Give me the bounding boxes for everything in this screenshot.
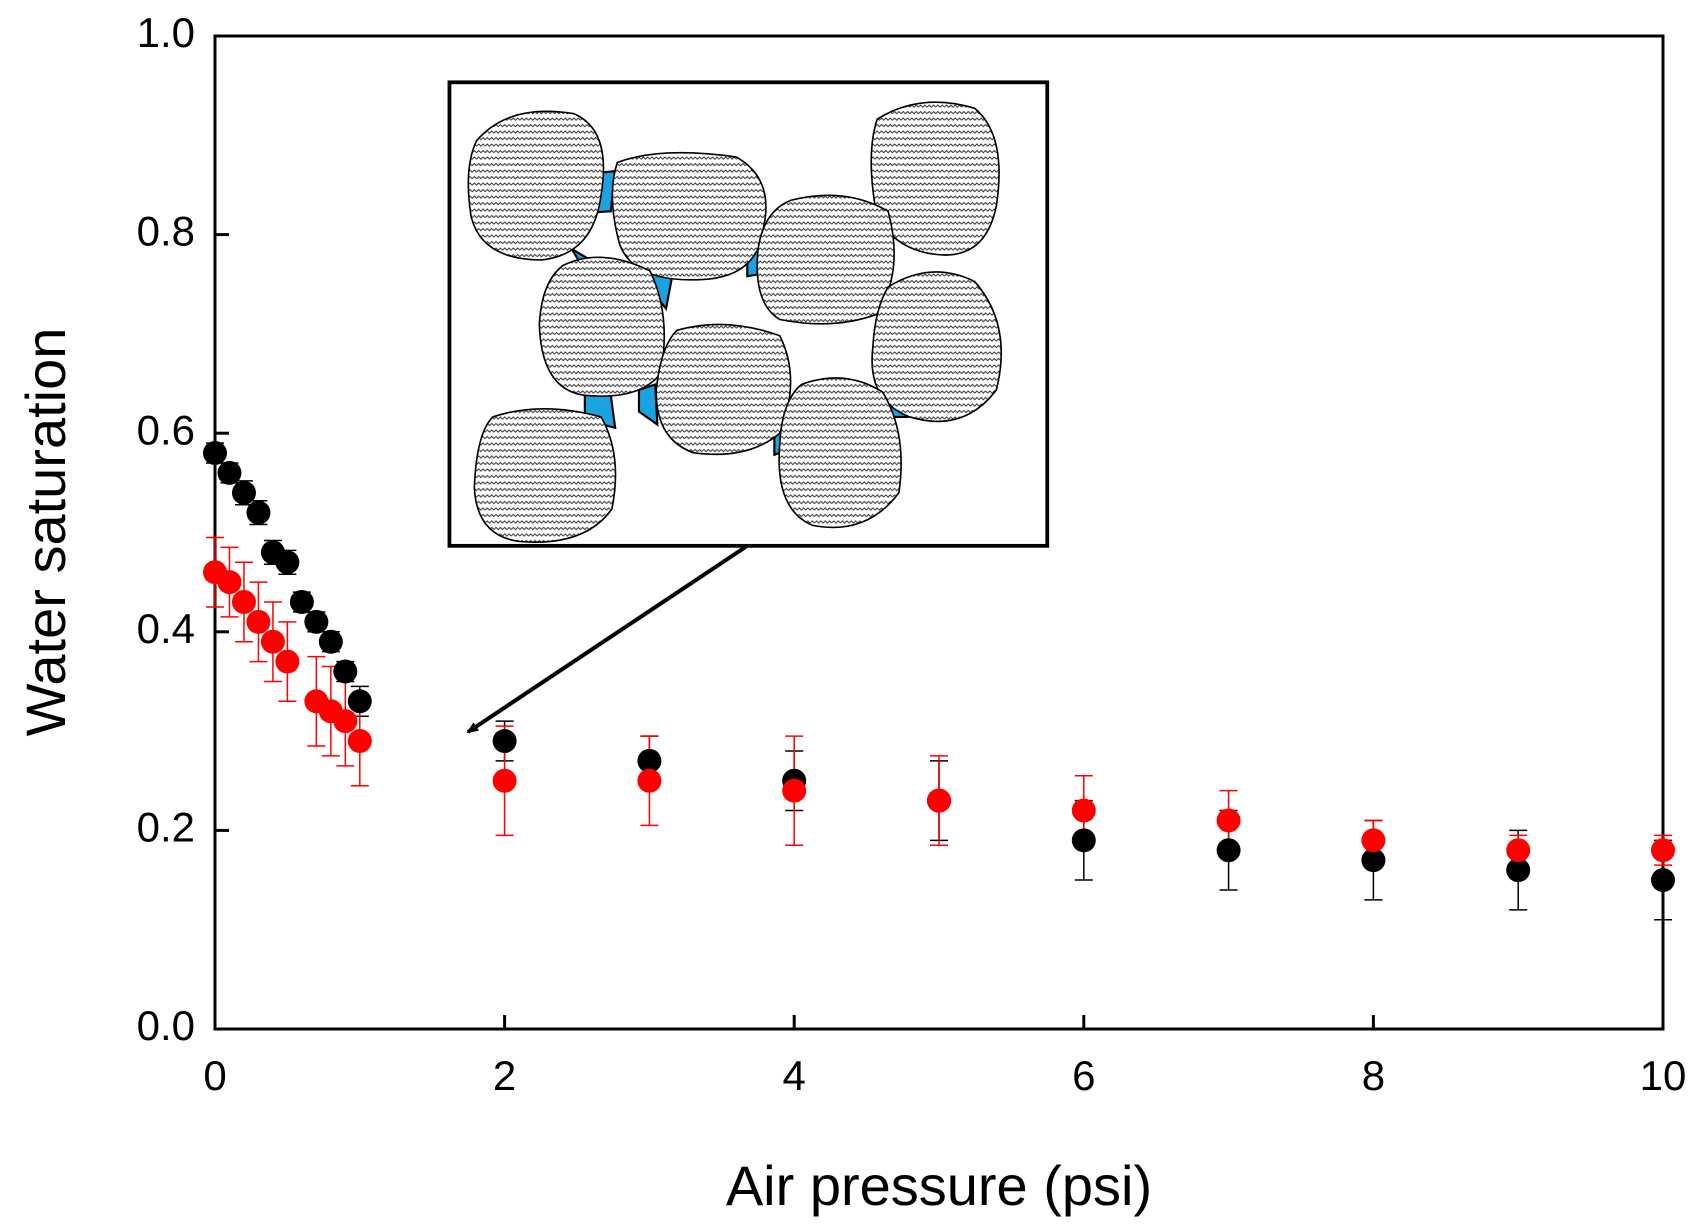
- point: [1071, 828, 1096, 853]
- point: [333, 709, 358, 734]
- point: [260, 629, 285, 654]
- point: [1216, 808, 1241, 833]
- point: [1506, 858, 1531, 883]
- point: [246, 500, 271, 525]
- point: [231, 590, 256, 615]
- point: [637, 768, 662, 793]
- point: [347, 689, 372, 714]
- y-tick-label: 1.0: [137, 9, 195, 56]
- point: [203, 441, 227, 466]
- x-tick-label: 10: [1640, 1052, 1687, 1099]
- x-axis-title: Air pressure (psi): [726, 1154, 1152, 1217]
- point: [637, 748, 662, 773]
- y-tick-label: 0.4: [137, 605, 195, 652]
- point: [275, 550, 300, 575]
- point: [333, 659, 358, 684]
- y-tick-label: 0.2: [137, 803, 195, 850]
- point: [318, 629, 343, 654]
- point: [289, 590, 314, 615]
- x-tick-label: 2: [493, 1052, 516, 1099]
- point: [1216, 838, 1241, 863]
- inset-diagram: [447, 80, 1050, 548]
- point: [1651, 868, 1675, 893]
- x-tick-label: 0: [203, 1052, 226, 1099]
- marks: [203, 441, 1675, 921]
- point: [304, 609, 329, 634]
- y-tick-label: 0.0: [137, 1002, 195, 1049]
- point: [217, 460, 242, 485]
- point: [1071, 798, 1096, 823]
- inset-arrow: [466, 544, 749, 734]
- point: [347, 729, 372, 754]
- point: [1361, 828, 1386, 853]
- y-axis-title: Water saturation: [14, 328, 77, 737]
- point: [1361, 848, 1386, 873]
- point: [1651, 838, 1675, 863]
- x-tick-label: 4: [783, 1052, 806, 1099]
- point: [782, 778, 807, 803]
- point: [217, 570, 242, 595]
- x-tick-label: 8: [1362, 1052, 1385, 1099]
- point: [275, 649, 300, 674]
- point: [1506, 838, 1531, 863]
- x-tick-label: 6: [1072, 1052, 1095, 1099]
- point: [246, 609, 271, 634]
- point: [927, 788, 951, 813]
- point: [231, 480, 256, 505]
- plot-frame: [213, 34, 1665, 1031]
- y-tick-label: 0.8: [137, 208, 195, 255]
- point: [492, 768, 517, 793]
- point: [492, 729, 517, 754]
- y-tick-label: 0.6: [137, 406, 195, 453]
